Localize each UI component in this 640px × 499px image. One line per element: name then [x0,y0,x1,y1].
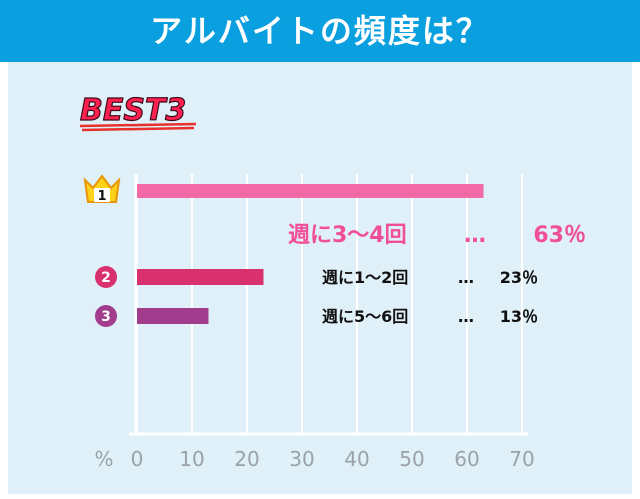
x-tick-label: 30 [289,447,314,471]
bars [137,184,484,324]
grid-lines [129,174,528,436]
category-label: 週に5～6回 [322,307,408,326]
bar-rank-3 [137,308,209,324]
rank-icons: 1 2 3 [83,174,121,327]
x-tick-label: 0 [131,447,144,471]
x-tick-label: 10 [179,447,204,471]
bar-labels: 週に3～4回 … 63％ 週に1～2回 … 23％ 週に5～6回 … 13％ [288,223,586,326]
chart-panel: BEST3 1 2 3 週に3～4回 … 63％ 週に1～2回 … 23％ 週に5～6回 … 13％… [8,62,632,494]
value-label: 13％ [500,307,538,326]
bar-chart: BEST3 1 2 3 週に3～4回 … 63％ 週に1～2回 … 23％ 週に5～6回 … 13％… [79,92,586,471]
crown-badge [94,188,110,202]
unit-label: % [94,447,113,471]
value-label: 63％ [533,223,586,248]
label-separator: … [464,223,486,248]
x-tick-label: 50 [399,447,424,471]
best3-badge: BEST3 [79,92,197,132]
x-axis: % 0 10 20 30 40 50 60 70 [94,447,534,471]
bar-rank-1 [137,184,484,198]
best3-text: BEST3 [80,93,186,128]
label-separator: … [458,268,474,287]
category-label: 週に1～2回 [322,268,408,287]
label-separator: … [458,307,474,326]
x-tick-label: 70 [509,447,534,471]
page-title: アルバイトの頻度は？ [0,0,640,62]
rank-3-circle [95,305,117,327]
rank-1-number: 1 [97,189,106,204]
rank-3-number: 3 [101,309,111,325]
bar-rank-2 [137,269,264,285]
category-label: 週に3～4回 [288,223,407,248]
badge-underline [79,122,197,132]
value-label: 23％ [500,268,538,287]
x-tick-label: 40 [344,447,369,471]
rank-2-circle [95,266,117,288]
x-tick-label: 60 [454,447,479,471]
rank-2-number: 2 [101,270,111,286]
x-tick-label: 20 [234,447,259,471]
